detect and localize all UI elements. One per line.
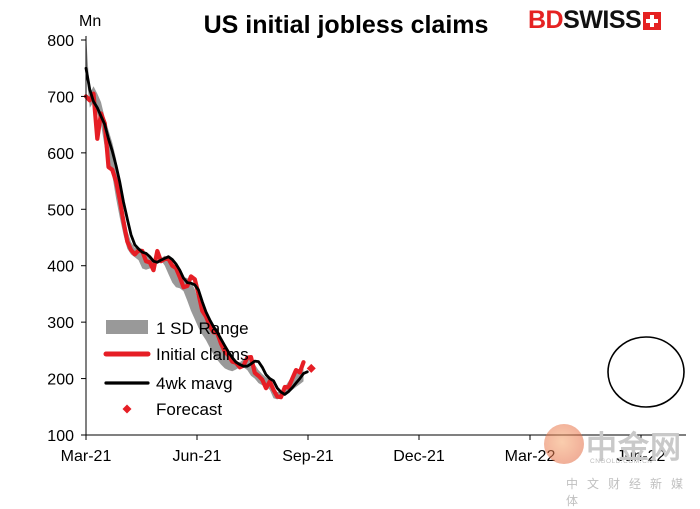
y-tick-label: 600	[47, 146, 74, 163]
highlight-circle	[607, 336, 685, 408]
4wk-mavg-series	[84, 66, 309, 396]
x-tick-label: Jun-21	[173, 448, 222, 465]
watermark-name: 中金网	[586, 430, 682, 466]
legend-label-forecast: Forecast	[156, 400, 222, 419]
y-tick-label: 100	[47, 428, 74, 445]
brand-logo: BDSWISS	[528, 6, 662, 35]
forecast-series	[306, 363, 316, 373]
x-tick-label: Mar-21	[61, 448, 112, 465]
y-tick-label: 500	[47, 202, 74, 219]
initial-claims-line	[83, 91, 306, 400]
legend-label-initial-claims: Initial claims	[156, 345, 249, 364]
x-tick-label: Mar-22	[505, 448, 556, 465]
initial-claims-series	[83, 91, 306, 400]
4wk-mavg-line	[84, 66, 309, 396]
legend: 1 SD Range Initial claims 4wk mavg Forecast	[103, 319, 249, 419]
legend-label-1-sd-range: 1 SD Range	[156, 319, 249, 338]
y-axis-unit: Mn	[79, 13, 101, 30]
y-tick-label: 300	[47, 315, 74, 332]
legend-swatch-1-sd-range	[106, 320, 148, 334]
legend-label-4wk-mavg: 4wk mavg	[156, 374, 233, 393]
swiss-cross-icon	[643, 12, 662, 30]
watermark: 中金网 CNGOLD.COM.CN 中文财经新媒体	[544, 420, 694, 508]
y-tick-label: 200	[47, 372, 74, 389]
watermark-subtitle: 中文财经新媒体	[566, 477, 693, 508]
watermark-logo-icon	[544, 424, 584, 464]
watermark-url: CNGOLD.COM.CN	[590, 458, 653, 465]
brand-part-1: BD	[528, 6, 564, 34]
x-tick-label: Jun-22	[617, 448, 666, 465]
y-tick-label: 800	[47, 33, 74, 50]
x-tick-label: Sep-21	[282, 448, 334, 465]
y-tick-label: 700	[47, 89, 74, 106]
chart-title: US initial jobless claims	[204, 11, 489, 39]
y-tick-label: 400	[47, 259, 74, 276]
forecast-point	[306, 363, 316, 373]
legend-swatch-forecast	[122, 404, 132, 414]
brand-part-2: SWISS	[563, 6, 642, 34]
x-tick-label: Dec-21	[393, 448, 445, 465]
axes: 100 200 300 400 500 600 700 800 Mar-21 Jun-21 Sep-…	[47, 33, 686, 465]
